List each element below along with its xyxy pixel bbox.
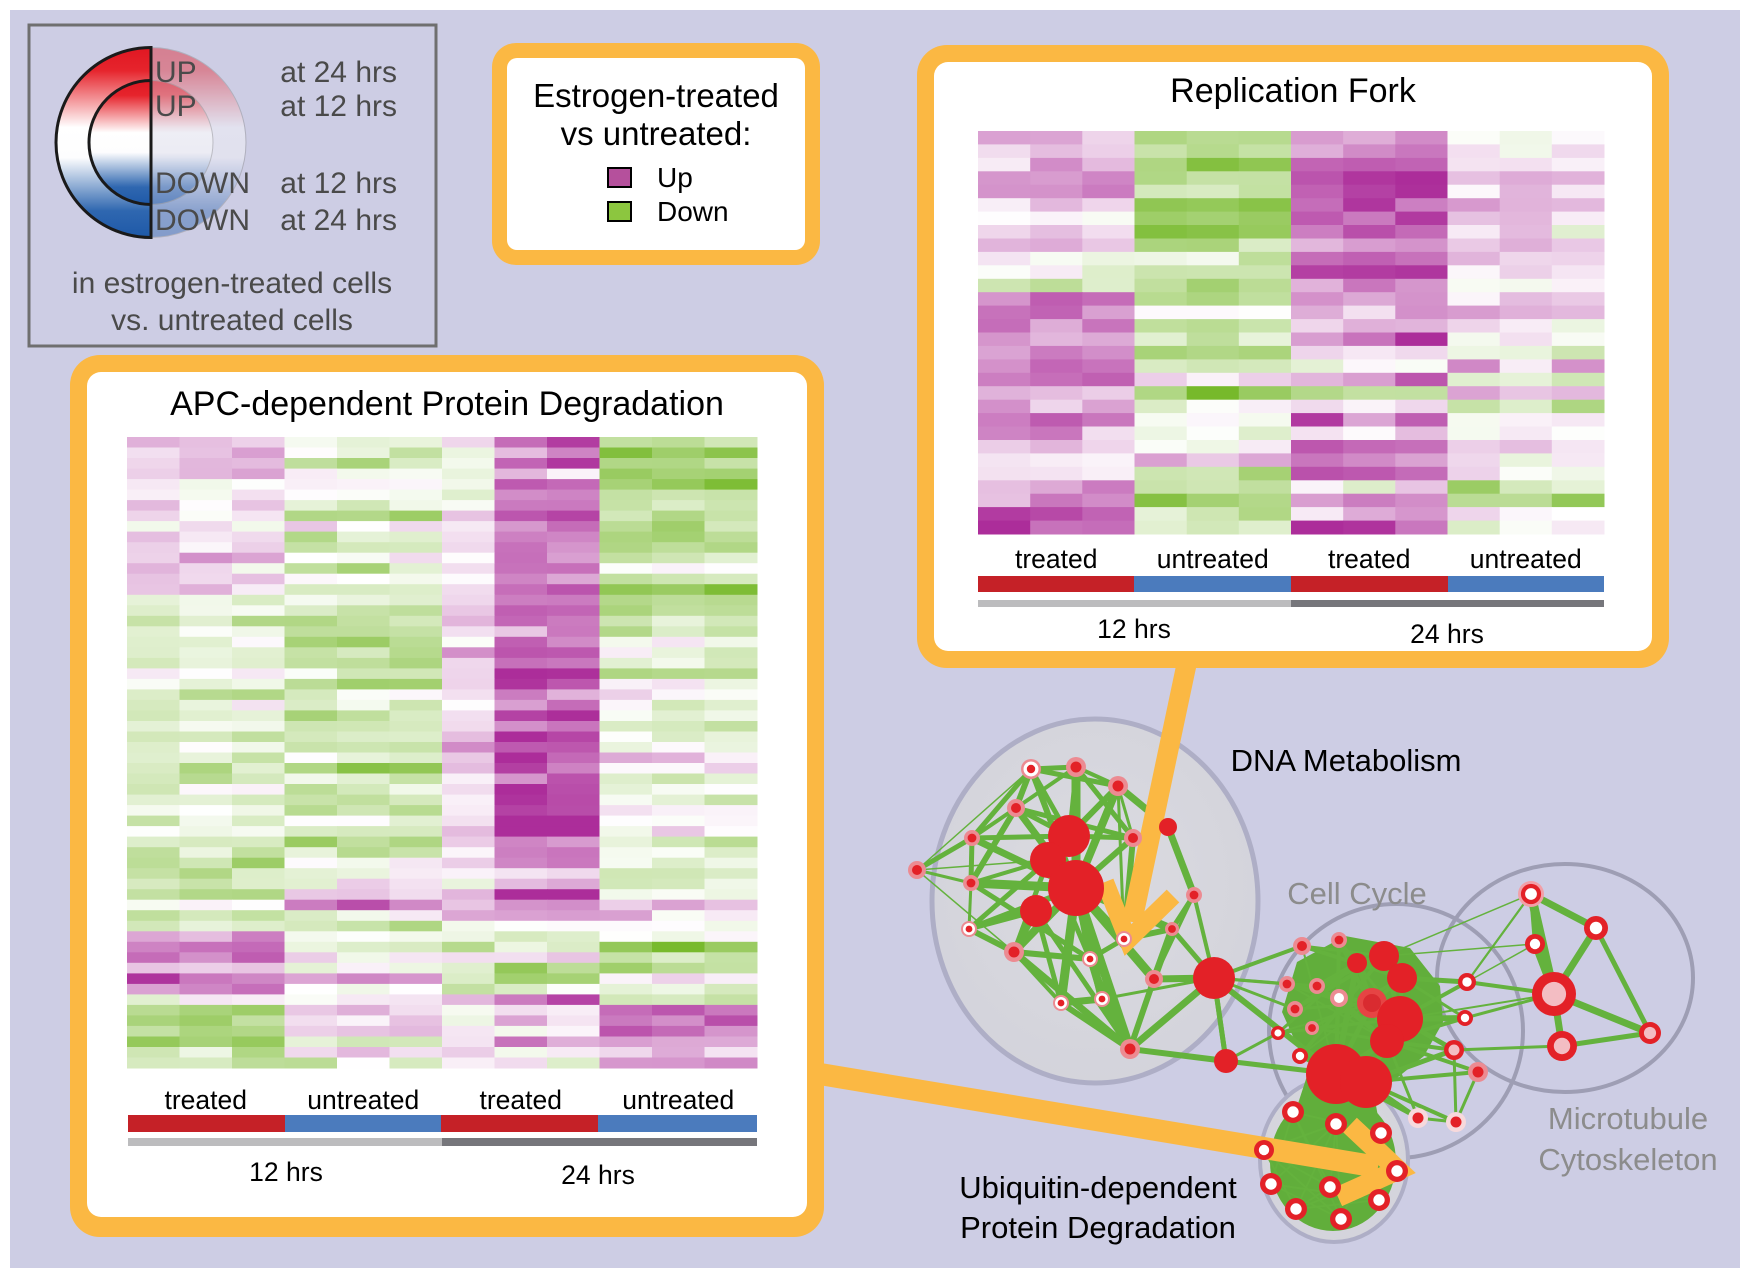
svg-text:untreated: untreated [307,1085,419,1115]
svg-text:in estrogen-treated cells: in estrogen-treated cells [72,267,392,300]
svg-text:12 hrs: 12 hrs [1097,614,1171,644]
svg-text:Replication Fork: Replication Fork [1170,72,1417,110]
svg-text:vs untreated:: vs untreated: [561,115,752,152]
svg-text:Microtubule: Microtubule [1548,1101,1708,1136]
svg-text:12 hrs: 12 hrs [249,1157,323,1187]
svg-text:untreated: untreated [622,1085,734,1115]
svg-text:APC-dependent Protein Degradat: APC-dependent Protein Degradation [170,385,724,423]
svg-text:Estrogen-treated: Estrogen-treated [533,77,779,114]
svg-text:untreated: untreated [1157,544,1269,574]
svg-text:Ubiquitin-dependent: Ubiquitin-dependent [959,1170,1237,1205]
svg-text:treated: treated [1328,544,1411,574]
svg-text:UP: UP [155,56,197,89]
svg-text:treated: treated [1015,544,1098,574]
svg-text:vs. untreated cells: vs. untreated cells [111,304,353,337]
svg-text:Cell Cycle: Cell Cycle [1287,876,1427,911]
svg-text:treated: treated [479,1085,562,1115]
svg-text:24 hrs: 24 hrs [1410,619,1484,649]
svg-text:Protein Degradation: Protein Degradation [960,1210,1236,1245]
svg-text:untreated: untreated [1470,544,1582,574]
svg-text:at 24 hrs: at 24 hrs [280,204,397,237]
svg-text:at 12 hrs: at 12 hrs [280,90,397,123]
svg-text:treated: treated [164,1085,247,1115]
svg-text:DOWN: DOWN [155,167,250,200]
svg-text:at 12 hrs: at 12 hrs [280,167,397,200]
svg-text:Down: Down [657,196,729,227]
svg-text:24 hrs: 24 hrs [561,1160,635,1190]
svg-text:at 24 hrs: at 24 hrs [280,56,397,89]
svg-text:Cytoskeleton: Cytoskeleton [1538,1142,1717,1177]
svg-text:DOWN: DOWN [155,204,250,237]
svg-text:UP: UP [155,90,197,123]
svg-text:DNA Metabolism: DNA Metabolism [1231,743,1462,778]
svg-text:Up: Up [657,162,693,193]
